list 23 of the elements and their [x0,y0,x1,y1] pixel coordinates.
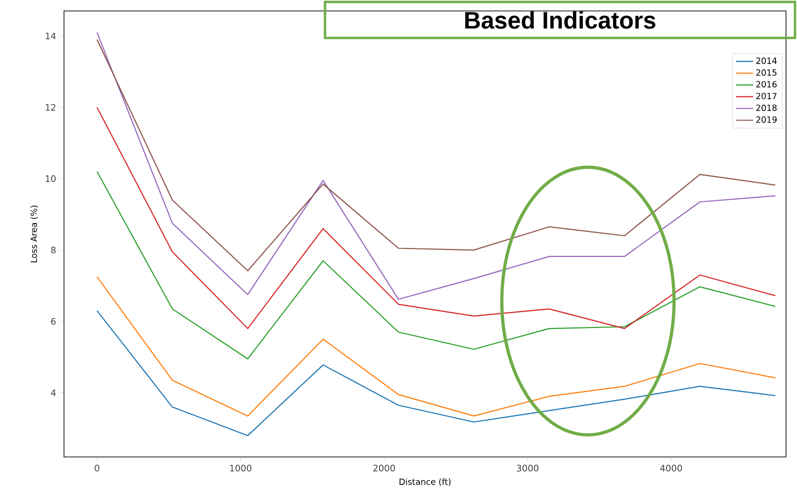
line-series [96,106,776,330]
x-tick-label: 4000 [660,464,682,472]
y-tick-label: 8 [51,246,56,254]
legend-label: 2015 [756,69,776,76]
x-tick-label: 3000 [516,464,538,472]
legend-label: 2017 [756,92,776,100]
line-series [96,170,776,360]
chart-title: Based Indicators [465,11,656,29]
legend-label: 2016 [756,81,777,88]
legend-label: 2018 [756,104,777,112]
y-tick-label: 10 [46,175,56,182]
legend-label: 2014 [756,58,777,64]
y-axis-title: Loss Area (%) [30,206,38,262]
y-tick-label: 6 [51,318,56,325]
y-tick-label: 14 [46,32,56,40]
line-series [96,276,776,416]
x-tick-label: 2000 [373,464,395,472]
y-tick-label: 4 [50,390,56,396]
x-tick-label: 1000 [230,464,252,472]
x-tick-label: 0 [94,464,100,472]
x-axis-title: Distance (ft) [400,478,451,486]
legend-label: 2019 [756,116,777,123]
y-tick-label: 12 [46,104,56,111]
